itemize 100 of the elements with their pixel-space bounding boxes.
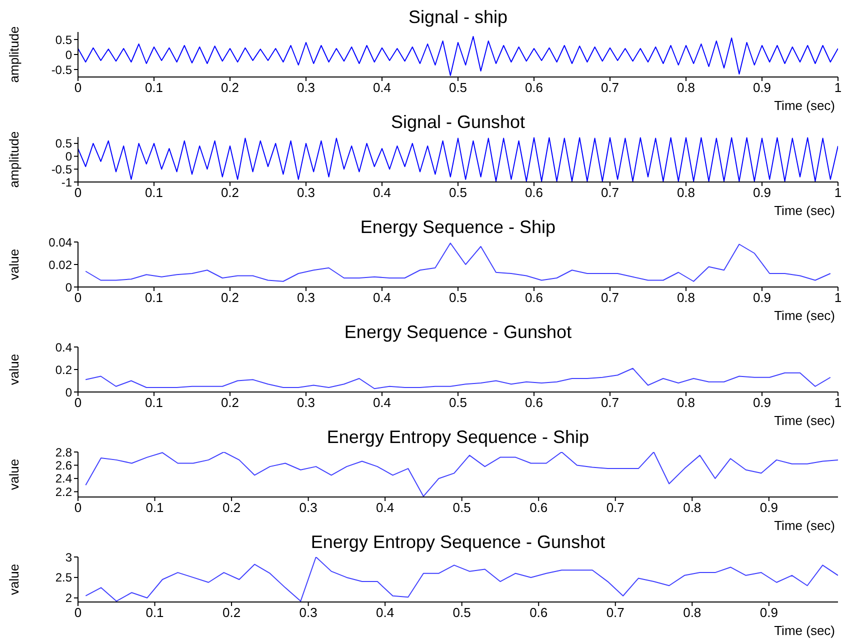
chart-title: Energy Entropy Sequence - Gunshot bbox=[310, 532, 606, 552]
y-tick-label: 0 bbox=[65, 150, 72, 164]
x-tick-label: 0.2 bbox=[220, 290, 240, 306]
x-tick-label: 0.5 bbox=[452, 500, 471, 516]
y-tick-label: 0 bbox=[65, 48, 72, 62]
x-tick-label: 0.3 bbox=[299, 605, 318, 620]
x-tick-label: 0.6 bbox=[524, 290, 544, 306]
x-tick-label: 0.2 bbox=[220, 395, 240, 410]
x-tick-label: 0.8 bbox=[676, 395, 696, 410]
x-tick-label: 0.3 bbox=[299, 500, 318, 516]
y-tick-label: 0.4 bbox=[55, 340, 72, 354]
x-tick-label: 1 bbox=[834, 290, 842, 306]
x-tick-label: 0.4 bbox=[376, 500, 394, 516]
x-tick-label: 0.9 bbox=[760, 500, 778, 516]
x-tick-label: 1 bbox=[834, 185, 842, 200]
x-axis-title: Time (sec) bbox=[774, 98, 835, 113]
y-tick-label: 2 bbox=[65, 591, 72, 606]
line-series bbox=[85, 368, 831, 390]
x-tick-label: 0.1 bbox=[144, 395, 164, 410]
y-tick-label: 3 bbox=[65, 550, 72, 564]
y-tick-label: 0.5 bbox=[55, 136, 72, 151]
y-tick-label: 0.5 bbox=[55, 32, 72, 47]
y-axis-title: value bbox=[6, 564, 22, 596]
x-tick-label: 0.9 bbox=[760, 605, 778, 620]
y-tick-label: 0 bbox=[65, 280, 72, 294]
x-tick-label: 0.7 bbox=[606, 500, 624, 516]
x-tick-label: 0.7 bbox=[600, 290, 620, 306]
y-tick-label: 0.2 bbox=[55, 362, 72, 377]
y-tick-label: 0.04 bbox=[48, 235, 72, 250]
chart-title: Energy Entropy Sequence - Ship bbox=[326, 427, 590, 447]
x-tick-label: 0.5 bbox=[452, 605, 471, 620]
y-axis-title: amplitude bbox=[6, 26, 22, 83]
y-axis-title: value bbox=[6, 354, 22, 386]
x-tick-label: 0.2 bbox=[220, 80, 240, 96]
x-tick-label: 0.3 bbox=[296, 80, 316, 96]
x-tick-label: 0.5 bbox=[448, 395, 468, 410]
x-axis-title: Time (sec) bbox=[774, 308, 835, 323]
x-tick-label: 0.4 bbox=[372, 185, 392, 200]
x-tick-label: 0.8 bbox=[683, 605, 702, 620]
x-tick-label: 0.5 bbox=[448, 80, 468, 96]
y-tick-label: 2.8 bbox=[55, 445, 72, 460]
x-tick-label: 0.8 bbox=[676, 185, 696, 200]
x-tick-label: 0.6 bbox=[530, 500, 548, 516]
x-tick-label: 0.7 bbox=[600, 395, 620, 410]
x-tick-label: 0.6 bbox=[524, 80, 544, 96]
y-tick-label: 2.6 bbox=[55, 458, 72, 472]
y-tick-label: 2.5 bbox=[55, 570, 72, 585]
x-tick-label: 0.4 bbox=[372, 290, 392, 306]
line-series bbox=[85, 452, 838, 497]
x-tick-label: 0.6 bbox=[530, 605, 548, 620]
x-tick-label: 0.2 bbox=[222, 605, 241, 620]
x-tick-label: 0.8 bbox=[683, 500, 702, 516]
x-tick-label: 0.4 bbox=[376, 605, 394, 620]
x-axis-title: Time (sec) bbox=[774, 518, 835, 533]
x-tick-label: 0.9 bbox=[752, 185, 772, 200]
y-tick-label: -0.5 bbox=[51, 162, 72, 176]
x-axis-title: Time (sec) bbox=[774, 203, 835, 218]
x-tick-label: 0.5 bbox=[448, 185, 468, 200]
x-tick-label: 0.8 bbox=[676, 290, 696, 306]
y-axis-title: value bbox=[6, 248, 22, 280]
x-tick-label: 0.3 bbox=[296, 395, 316, 410]
x-tick-label: 0.2 bbox=[220, 185, 240, 200]
y-tick-label: -0.5 bbox=[51, 62, 72, 77]
x-tick-label: 0.9 bbox=[752, 290, 772, 306]
x-tick-label: 0.9 bbox=[752, 395, 772, 410]
x-tick-label: 0.8 bbox=[676, 80, 696, 96]
x-tick-label: 0.7 bbox=[600, 185, 620, 200]
x-tick-label: 0.4 bbox=[372, 80, 392, 96]
x-tick-label: 0.3 bbox=[296, 185, 316, 200]
x-tick-label: 0.1 bbox=[144, 290, 164, 306]
chart-title: Energy Sequence - Ship bbox=[359, 217, 557, 237]
y-tick-label: 2.4 bbox=[55, 472, 72, 486]
y-tick-label: -1 bbox=[61, 175, 72, 190]
x-tick-label: 0.1 bbox=[144, 80, 164, 96]
x-tick-label: 0.7 bbox=[606, 605, 624, 620]
chart-title: Signal - ship bbox=[407, 7, 509, 27]
x-tick-label: 1 bbox=[834, 395, 842, 410]
x-tick-label: 0.3 bbox=[296, 290, 316, 306]
x-tick-label: 0.2 bbox=[222, 500, 241, 516]
chart-title: Energy Sequence - Gunshot bbox=[343, 322, 573, 342]
x-tick-label: 0.7 bbox=[600, 80, 620, 96]
x-tick-label: 0.1 bbox=[144, 185, 164, 200]
x-tick-label: 0.1 bbox=[146, 500, 164, 516]
x-tick-label: 0.5 bbox=[448, 290, 468, 306]
x-axis-title: Time (sec) bbox=[774, 413, 835, 428]
y-tick-label: 0 bbox=[65, 385, 72, 400]
x-axis-title: Time (sec) bbox=[774, 623, 835, 638]
x-tick-label: 0.6 bbox=[524, 395, 544, 410]
y-axis-title: amplitude bbox=[6, 131, 22, 188]
chart-title: Signal - Gunshot bbox=[390, 112, 526, 132]
x-tick-label: 0.9 bbox=[752, 80, 772, 96]
line-series bbox=[85, 557, 838, 602]
x-tick-label: 0.6 bbox=[524, 185, 544, 200]
x-tick-label: 0.4 bbox=[372, 395, 392, 410]
y-tick-label: 2.2 bbox=[55, 484, 72, 499]
x-tick-label: 1 bbox=[834, 80, 842, 96]
x-tick-label: 0.1 bbox=[146, 605, 164, 620]
y-tick-label: 0.02 bbox=[48, 258, 72, 272]
y-axis-title: value bbox=[6, 458, 22, 490]
line-series bbox=[85, 242, 831, 282]
